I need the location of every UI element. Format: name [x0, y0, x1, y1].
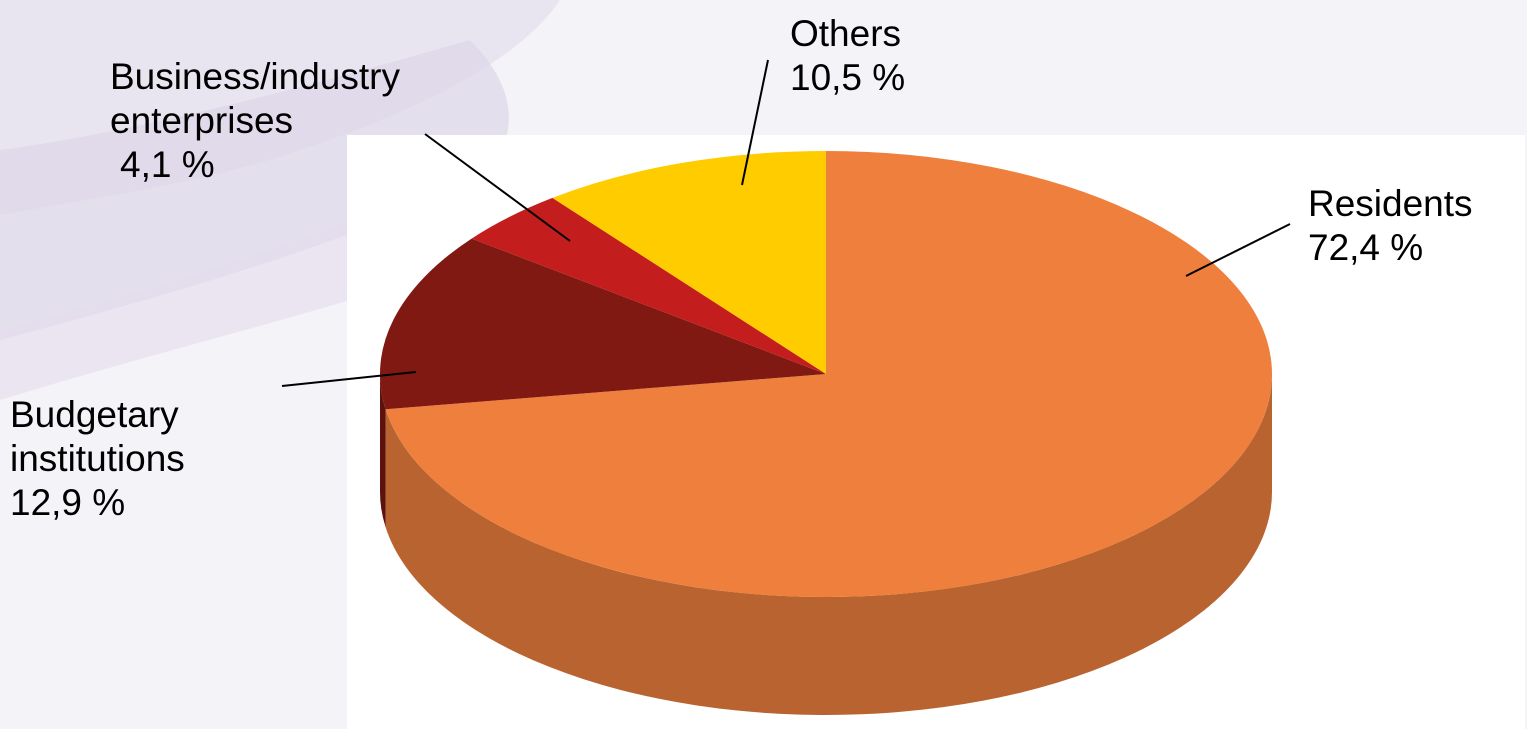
slice-value-budgetary: 12,9 % [10, 482, 126, 523]
leader-line-budgetary-institutions [281, 371, 417, 387]
leader-line-residents [1185, 223, 1291, 277]
label-residents: Residents 72,4 % [1308, 182, 1473, 270]
slice-name-budgetary-line1: Budgetary [10, 394, 179, 435]
pie-tops [380, 151, 1273, 597]
label-budgetary: Budgetary institutions 12,9 % [10, 393, 185, 525]
label-business: Business/industry enterprises 4,1 % [110, 55, 400, 187]
slice-residents [385, 151, 1273, 597]
leader-line-business-industry-enterprises [424, 133, 571, 242]
slice-others [552, 151, 826, 374]
slice-name-business-line2: enterprises [110, 100, 294, 141]
slice-side-residents [385, 374, 1273, 716]
slice-name-others: Others [790, 13, 902, 54]
slice-name-budgetary-line2: institutions [10, 438, 185, 479]
slice-budgetary-institutions [380, 238, 826, 410]
slice-value-business: 4,1 % [120, 144, 215, 185]
slice-name-residents: Residents [1308, 183, 1473, 224]
slice-business-industry-enterprises [471, 197, 826, 374]
slice-value-others: 10,5 % [790, 57, 906, 98]
slice-name-business-line1: Business/industry [110, 56, 400, 97]
slice-value-residents: 72,4 % [1308, 227, 1424, 268]
slice-side-budgetary-institutions [380, 374, 386, 528]
leader-lines [281, 59, 1291, 387]
pie-sides [380, 374, 1273, 716]
leader-line-others [741, 59, 769, 186]
label-others: Others 10,5 % [790, 12, 905, 100]
